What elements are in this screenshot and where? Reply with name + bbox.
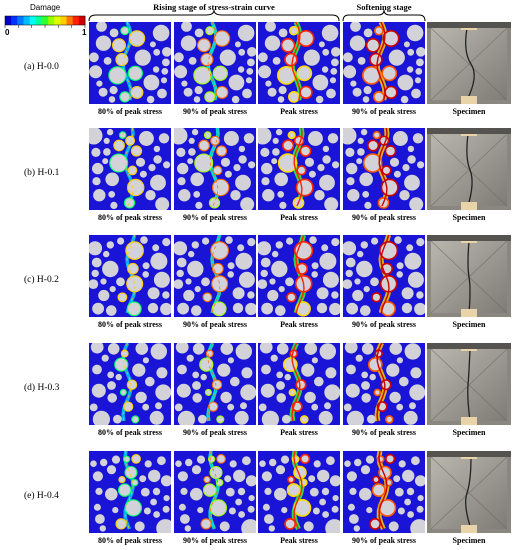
panel-caption: 80% of peak stress <box>97 107 163 116</box>
panel-caption: 90% of peak stress <box>351 320 417 329</box>
specimen-photo <box>427 451 511 533</box>
specimen-photo <box>427 128 511 210</box>
damage-map-panel <box>89 451 171 533</box>
legend-title: Damage <box>30 3 61 12</box>
colorbar-max-label: 1 <box>82 28 87 37</box>
colorbar-min-label: 0 <box>5 28 10 37</box>
panel-caption: 80% of peak stress <box>97 320 163 329</box>
panel-caption: 90% of peak stress <box>351 428 417 437</box>
damage-map-panel <box>343 343 425 425</box>
panel-caption: 80% of peak stress <box>97 536 163 545</box>
damage-map-panel <box>174 128 256 210</box>
specimen-caption: Specimen <box>452 320 486 329</box>
damage-map-panel <box>343 22 425 104</box>
damage-map-panel <box>258 343 340 425</box>
specimen-photo <box>427 235 511 317</box>
specimen-caption: Specimen <box>452 536 486 545</box>
softening-stage-heading: Softening stage <box>356 2 412 12</box>
panel-caption: Peak stress <box>280 107 318 116</box>
damage-map-panel <box>343 128 425 210</box>
damage-map-panel <box>258 128 340 210</box>
panel-caption: 90% of peak stress <box>182 536 248 545</box>
damage-legend: Damage 0 1 <box>0 0 90 40</box>
panel-caption: 90% of peak stress <box>351 107 417 116</box>
row-label: (a) H-0.0 <box>24 62 59 72</box>
specimen-photo <box>427 22 511 104</box>
row-label: (c) H-0.2 <box>24 275 59 285</box>
panel-caption: Peak stress <box>280 536 318 545</box>
damage-map-panel <box>89 235 171 317</box>
panel-caption: 90% of peak stress <box>182 428 248 437</box>
row-label: (e) H-0.4 <box>24 491 59 501</box>
damage-map-panel <box>174 451 256 533</box>
damage-map-panel <box>174 343 256 425</box>
row-label: (d) H-0.3 <box>24 383 60 393</box>
rising-stage-heading: Rising stage of stress-strain curve <box>153 2 275 12</box>
damage-map-panel <box>174 235 256 317</box>
panel-caption: 90% of peak stress <box>182 320 248 329</box>
rising-stage-brace <box>88 10 340 22</box>
damage-map-panel <box>343 451 425 533</box>
specimen-photo <box>427 343 511 425</box>
panel-caption: 80% of peak stress <box>97 213 163 222</box>
damage-map-panel <box>89 22 171 104</box>
row-label: (b) H-0.1 <box>24 168 60 178</box>
damage-map-panel <box>89 343 171 425</box>
damage-map-panel <box>258 22 340 104</box>
damage-map-panel <box>174 22 256 104</box>
damage-map-panel <box>343 235 425 317</box>
panel-caption: 90% of peak stress <box>351 536 417 545</box>
softening-stage-brace <box>342 10 426 22</box>
panel-caption: 90% of peak stress <box>182 213 248 222</box>
damage-map-panel <box>258 451 340 533</box>
panel-caption: 90% of peak stress <box>182 107 248 116</box>
panel-caption: 80% of peak stress <box>97 428 163 437</box>
panel-caption: 90% of peak stress <box>351 213 417 222</box>
panel-caption: Peak stress <box>280 320 318 329</box>
damage-colorbar <box>4 15 86 28</box>
damage-map-panel <box>258 235 340 317</box>
specimen-caption: Specimen <box>452 428 486 437</box>
specimen-caption: Specimen <box>452 107 486 116</box>
damage-map-panel <box>89 128 171 210</box>
panel-caption: Peak stress <box>280 213 318 222</box>
specimen-caption: Specimen <box>452 213 486 222</box>
panel-caption: Peak stress <box>280 428 318 437</box>
